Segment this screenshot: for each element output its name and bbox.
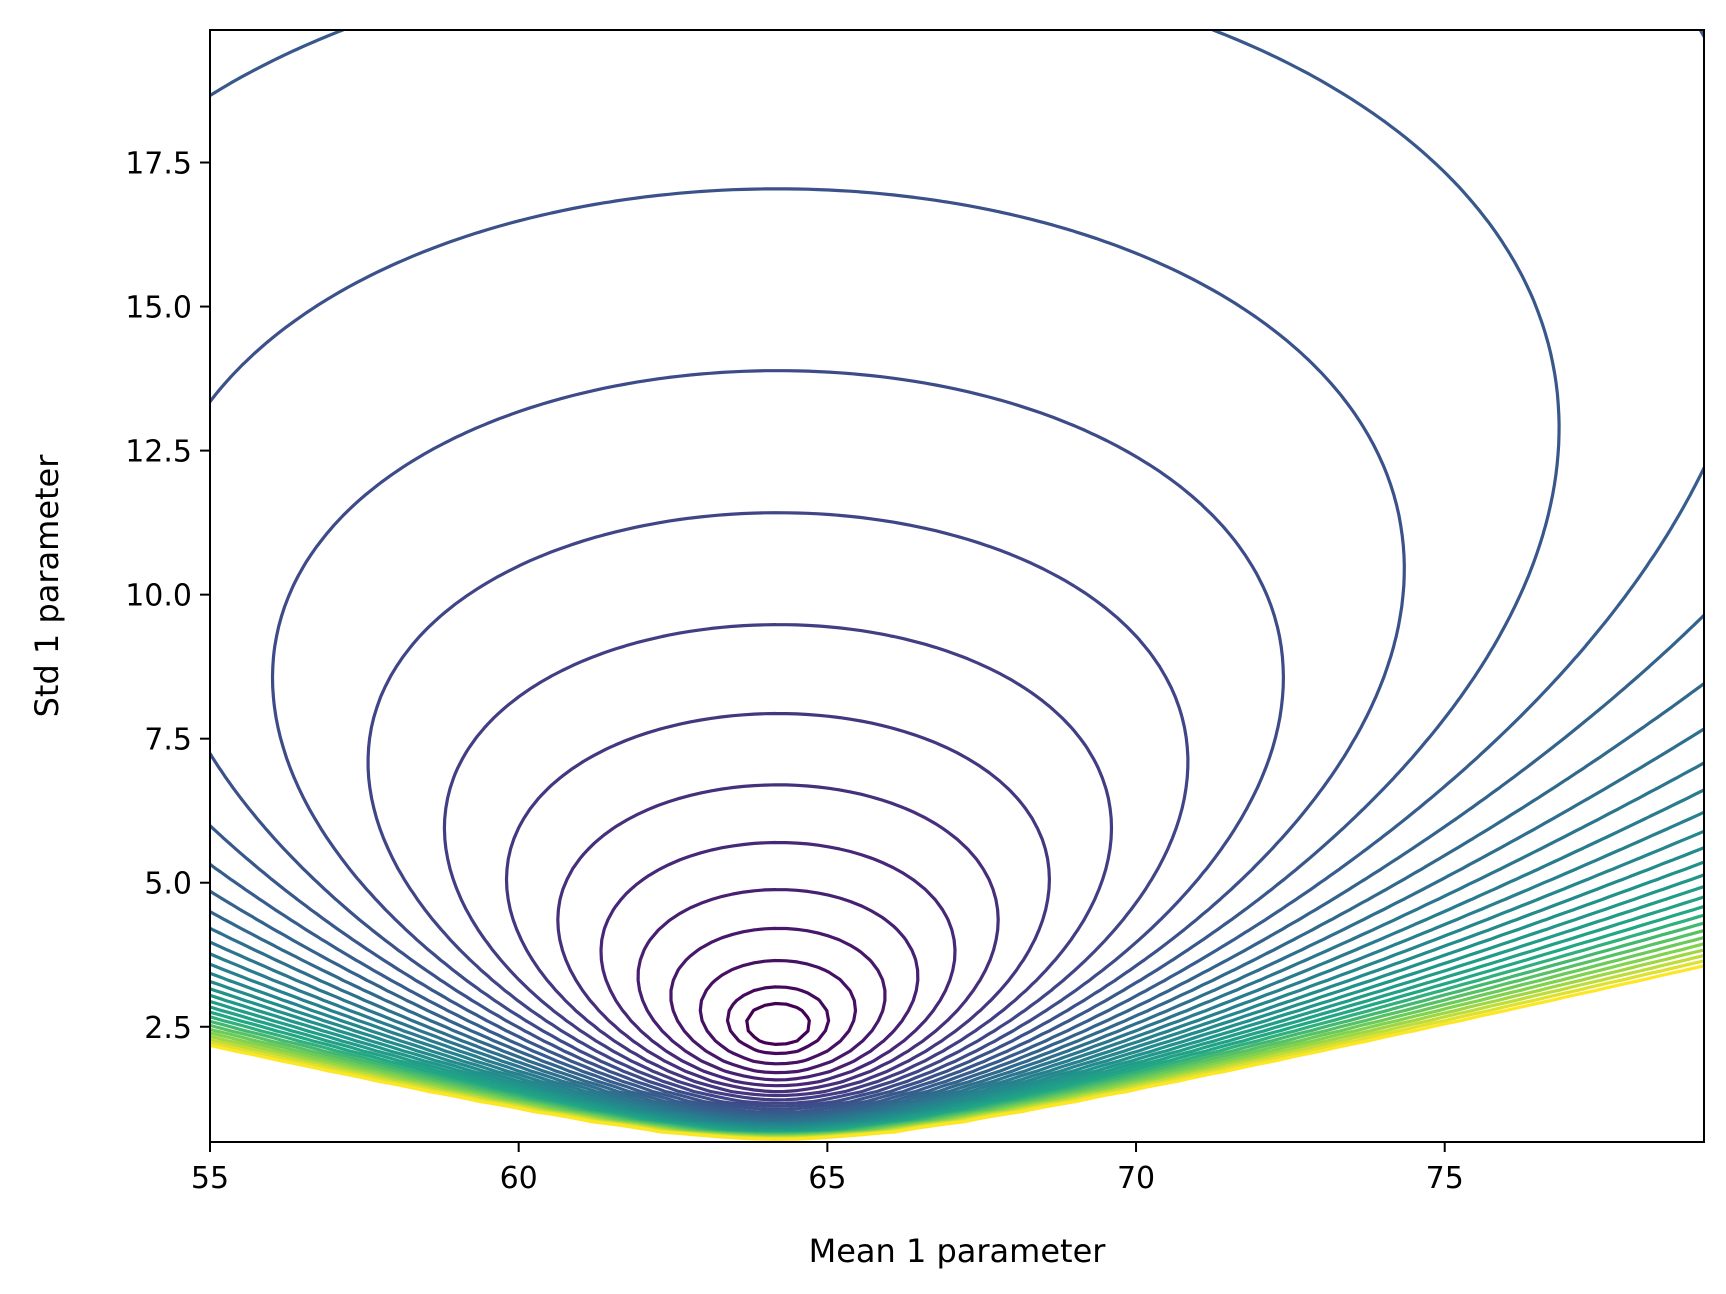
contour-level	[669, 926, 887, 1075]
contour-level	[745, 1001, 811, 1046]
y-axis: 2.5 5.0 7.5 10.0 12.5 15.0 17.5	[125, 147, 210, 1046]
contour-level	[636, 888, 920, 1082]
y-tick-label: 2.5	[144, 1011, 192, 1046]
y-tick-label: 5.0	[144, 867, 192, 902]
contour-level	[210, 727, 1704, 1123]
contour-level	[504, 711, 1051, 1098]
contour-level	[599, 840, 957, 1088]
contour-level	[270, 369, 1285, 1108]
contour-lines	[210, 30, 1704, 1141]
contour-level	[210, 30, 1561, 1114]
y-tick-label: 7.5	[144, 723, 192, 758]
x-tick-label: 65	[808, 1161, 846, 1196]
contour-level	[442, 623, 1114, 1102]
x-tick-label: 60	[500, 1161, 538, 1196]
x-axis-label: Mean 1 parameter	[809, 1232, 1107, 1270]
contour-level	[366, 511, 1190, 1105]
x-tick-label: 70	[1117, 1161, 1155, 1196]
y-tick-label: 12.5	[125, 435, 192, 470]
y-tick-label: 17.5	[125, 147, 192, 182]
contour-level	[210, 30, 1704, 1116]
plot-frame	[209, 29, 1705, 1143]
contour-level	[698, 958, 858, 1066]
x-axis: 55 60 65 70 75	[191, 1142, 1464, 1196]
contour-level	[210, 613, 1704, 1118]
y-tick-label: 10.0	[125, 579, 192, 614]
y-axis-label: Std 1 parameter	[28, 454, 66, 718]
contour-level	[210, 681, 1704, 1120]
contour-level	[556, 783, 1000, 1094]
x-tick-label: 75	[1426, 1161, 1464, 1196]
contour-level	[210, 187, 1406, 1111]
y-tick-label: 15.0	[125, 291, 192, 326]
contour-level	[725, 985, 831, 1056]
contour-level	[210, 964, 1704, 1141]
x-tick-label: 55	[191, 1161, 229, 1196]
